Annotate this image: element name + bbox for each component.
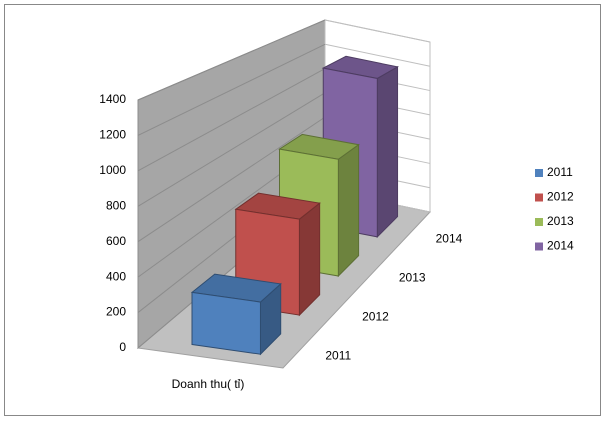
depth-label: 2013 — [399, 271, 426, 285]
legend-swatch — [535, 242, 543, 251]
grid-line — [324, 19, 431, 43]
y-tick-label: 400 — [106, 269, 126, 283]
depth-label: 2012 — [362, 310, 389, 324]
legend-label: 2013 — [547, 214, 574, 228]
bar — [191, 291, 261, 355]
depth-label: 2011 — [325, 349, 351, 363]
legend-swatch — [535, 193, 543, 202]
legend-swatch — [535, 218, 543, 226]
legend-swatch — [535, 169, 543, 177]
bar-side — [298, 202, 321, 317]
legend-label: 2012 — [547, 190, 574, 204]
grid-line — [137, 92, 326, 207]
grid-line — [324, 43, 431, 67]
y-tick-label: 1000 — [99, 163, 126, 177]
bar-side — [376, 65, 399, 239]
x-tick-label: Doanh thu( tỉ) — [172, 377, 245, 391]
bar-side — [337, 143, 360, 278]
y-tick-label: 1400 — [99, 92, 126, 106]
grid-line — [137, 116, 326, 243]
y-tick-label: 800 — [106, 198, 126, 212]
grid-line — [137, 68, 326, 172]
legend-label: 2011 — [547, 165, 573, 179]
y-tick-label: 200 — [106, 305, 126, 319]
legend-label: 2014 — [547, 239, 574, 253]
y-tick-label: 0 — [119, 340, 126, 354]
y-tick-label: 1200 — [99, 128, 126, 142]
grid-line — [137, 19, 326, 101]
depth-label: 2014 — [436, 232, 463, 246]
grid-line — [137, 43, 326, 136]
y-tick-label: 600 — [106, 234, 126, 248]
